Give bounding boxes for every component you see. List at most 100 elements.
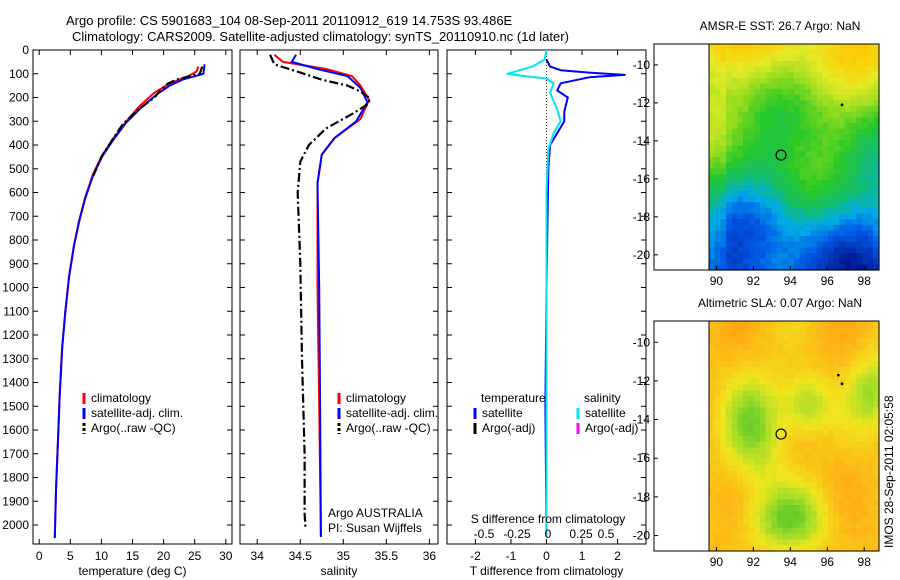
map-cell-sst xyxy=(799,247,806,254)
map-cell-sst xyxy=(845,253,852,260)
map-cell-sla xyxy=(760,539,767,546)
map-cell-sst xyxy=(782,264,789,271)
map-cell-sla xyxy=(811,447,818,454)
map-cell-sla xyxy=(794,378,801,385)
map-cell-sst xyxy=(765,236,772,243)
map-cell-sla xyxy=(805,470,812,477)
map-cell-sla xyxy=(794,418,801,426)
map-cell-sst xyxy=(799,128,806,135)
map-cell-sst xyxy=(788,111,795,119)
map-cell-sla xyxy=(737,344,744,351)
map-cell-sla xyxy=(862,470,869,477)
map-cell-sla xyxy=(867,493,874,500)
map-cell-sst xyxy=(737,179,744,186)
map-cell-sla xyxy=(873,349,880,357)
map-cell-sla xyxy=(799,441,806,449)
map-cell-sla xyxy=(754,516,761,523)
map-cell-sst xyxy=(856,236,863,243)
map-cell-sst xyxy=(867,185,874,192)
map-cell-sst xyxy=(760,123,767,130)
map-cell-sst xyxy=(754,168,761,175)
map-cell-sst xyxy=(805,213,812,220)
map-cell-sla xyxy=(731,441,738,449)
map-cell-sla xyxy=(737,476,744,483)
map-cell-sla xyxy=(839,533,846,541)
map-cell-sla xyxy=(720,453,727,460)
float-position-marker-sla xyxy=(775,428,787,440)
map-cell-sst xyxy=(833,241,840,248)
map-cell-sst xyxy=(709,60,716,68)
map-cell-sst xyxy=(867,94,874,102)
map-cell-sst xyxy=(771,123,778,130)
map-cell-sst xyxy=(754,94,761,102)
map-cell-sst xyxy=(828,77,835,85)
map-cell-sla xyxy=(765,493,772,500)
map-cell-sst xyxy=(811,66,818,73)
map-cell-sla xyxy=(726,355,733,362)
map-cell-sla xyxy=(788,464,795,472)
map-cell-sst xyxy=(811,236,818,243)
map-cell-sst xyxy=(828,157,835,164)
ytick-label: 100 xyxy=(9,67,29,81)
map-cell-sla xyxy=(867,367,874,374)
map-cell-sla xyxy=(765,407,772,414)
map-cell-sst xyxy=(873,145,880,152)
map-cell-sla xyxy=(850,326,857,334)
map-cell-sst xyxy=(845,55,852,62)
map-cell-sla xyxy=(873,372,880,380)
map-cell-sla xyxy=(777,367,784,374)
map-cell-sla xyxy=(709,430,716,437)
map-cell-sst xyxy=(867,60,874,68)
map-cell-sst xyxy=(845,219,852,226)
map-cell-sst xyxy=(805,140,812,147)
map-cell-sst xyxy=(822,213,829,220)
map-cell-sla xyxy=(867,430,874,437)
map-cell-sla xyxy=(743,424,750,431)
map-cell-sst xyxy=(754,55,761,62)
map-cell-sst xyxy=(811,49,818,56)
map-cell-sst xyxy=(816,179,823,186)
map-cell-sla xyxy=(777,505,784,512)
map-cell-sst xyxy=(737,213,744,220)
map-cell-sla xyxy=(862,528,869,535)
map-cell-sla xyxy=(765,413,772,420)
map-cell-sst xyxy=(726,145,733,152)
map-cell-sla xyxy=(833,539,840,546)
map-cell-sst xyxy=(731,77,738,85)
map-cell-sst xyxy=(788,219,795,226)
map-cell-sst xyxy=(765,241,772,248)
map-cell-sst xyxy=(726,94,733,102)
map-cell-sst xyxy=(720,66,727,73)
map-cell-sla xyxy=(709,332,716,339)
map-cell-sst xyxy=(845,49,852,56)
map-cell-sla xyxy=(856,344,863,351)
map-cell-sst xyxy=(828,140,835,147)
map-cell-sla xyxy=(709,349,716,357)
map-cell-sla xyxy=(714,413,721,420)
map-cell-sla xyxy=(771,407,778,414)
map-cell-sst xyxy=(777,117,784,124)
map-cell-sst xyxy=(731,49,738,56)
map-cell-sla xyxy=(782,361,789,368)
map-cell-sla xyxy=(833,430,840,437)
map-cell-sst xyxy=(771,128,778,135)
map-cell-sst xyxy=(777,151,784,158)
map-cell-sst xyxy=(839,230,846,237)
map-cell-sla xyxy=(828,510,835,518)
map-cell-sla xyxy=(709,401,716,408)
map-cell-sst xyxy=(816,44,823,51)
map-cell-sst xyxy=(765,111,772,119)
map-cell-sst xyxy=(850,253,857,260)
map-cell-sla xyxy=(833,424,840,431)
map-cell-sst xyxy=(828,151,835,158)
map-cell-sst xyxy=(777,72,784,79)
map-cell-sst xyxy=(856,106,863,113)
map-cell-sst xyxy=(748,230,755,237)
map-cell-sst xyxy=(828,49,835,56)
map-cell-sla xyxy=(873,413,880,420)
map-cell-sla xyxy=(833,447,840,454)
map-cell-sla xyxy=(731,378,738,385)
map-cell-sst xyxy=(777,145,784,152)
map-cell-sla xyxy=(816,372,823,380)
map-cell-sla xyxy=(794,516,801,523)
